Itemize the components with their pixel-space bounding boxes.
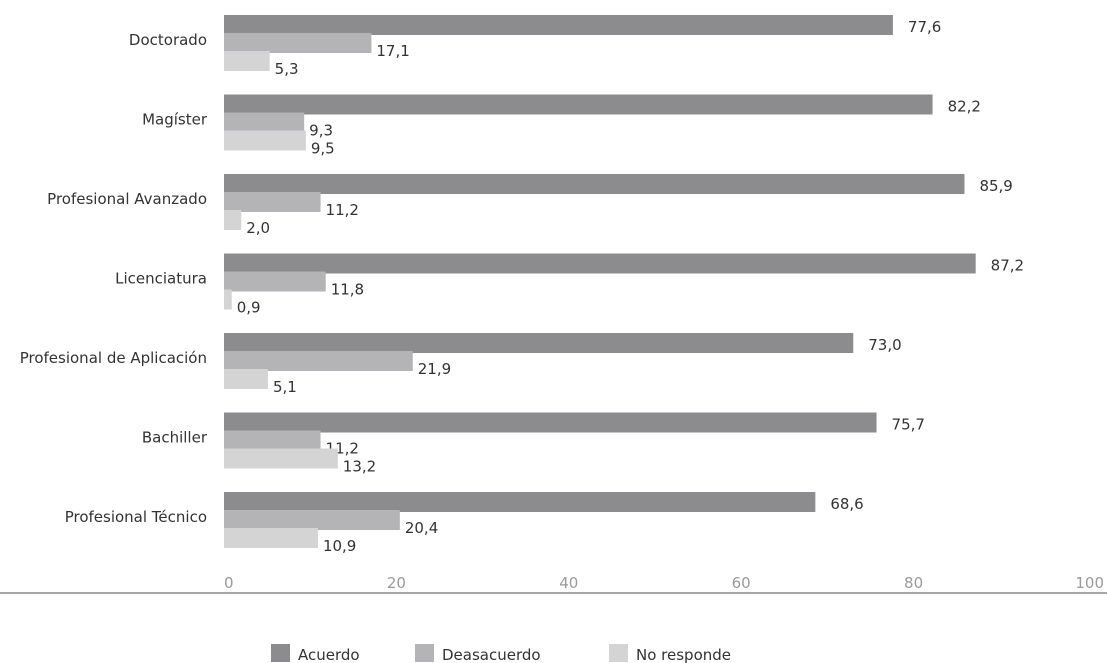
bar bbox=[224, 492, 816, 512]
category-label: Magíster bbox=[142, 111, 208, 129]
data-label: 9,5 bbox=[311, 140, 335, 158]
bar bbox=[224, 412, 877, 433]
data-label: 17,1 bbox=[376, 42, 409, 60]
category-label: Profesional Técnico bbox=[65, 508, 207, 526]
x-tick-label: 20 bbox=[387, 574, 406, 592]
category-label: Licenciatura bbox=[115, 270, 207, 288]
bar bbox=[224, 253, 976, 274]
data-label: 9,3 bbox=[309, 122, 333, 140]
legend-swatch bbox=[271, 644, 290, 662]
x-tick-label: 40 bbox=[559, 574, 578, 592]
data-label: 75,7 bbox=[892, 416, 925, 434]
bar bbox=[224, 448, 338, 469]
x-axis-ticks: 0 20 40 60 80 100 bbox=[224, 574, 1104, 592]
data-label: 85,9 bbox=[979, 177, 1012, 195]
data-label: 82,2 bbox=[948, 98, 981, 116]
x-tick-label: 100 bbox=[1075, 574, 1104, 592]
bar bbox=[224, 130, 306, 151]
data-label: 11,2 bbox=[326, 201, 359, 219]
bar bbox=[224, 510, 400, 530]
bar bbox=[224, 271, 326, 292]
bar bbox=[224, 430, 321, 451]
bar bbox=[224, 33, 372, 53]
data-label: 2,0 bbox=[246, 219, 270, 237]
legend-label: Deasacuerdo bbox=[442, 646, 541, 663]
bar bbox=[224, 528, 318, 548]
data-label: 0,9 bbox=[237, 299, 261, 317]
data-label: 13,2 bbox=[343, 458, 376, 476]
data-label: 11,8 bbox=[331, 281, 364, 299]
x-tick-label: 0 bbox=[224, 574, 234, 592]
bar bbox=[224, 192, 321, 212]
x-tick-label: 60 bbox=[732, 574, 751, 592]
bar bbox=[224, 289, 232, 310]
bars-group: Doctorado 77,6 17,1 5,3 Magíster 82,2 9,39,5 Pr… bbox=[20, 15, 1024, 555]
data-label: 20,4 bbox=[405, 519, 438, 537]
category-label: Profesional de Aplicación bbox=[20, 349, 207, 367]
bar bbox=[224, 333, 854, 353]
bar bbox=[224, 15, 893, 35]
data-label: 10,9 bbox=[323, 537, 356, 555]
data-label: 21,9 bbox=[418, 360, 451, 378]
bar bbox=[224, 174, 965, 194]
data-label: 87,2 bbox=[991, 257, 1024, 275]
bar bbox=[224, 94, 933, 115]
bar bbox=[224, 210, 242, 230]
category-label: Doctorado bbox=[129, 31, 207, 49]
legend-label: No responde bbox=[636, 646, 731, 663]
legend-label: Acuerdo bbox=[298, 646, 360, 663]
bar bbox=[224, 369, 268, 389]
legend-swatch bbox=[415, 644, 434, 662]
bar bbox=[224, 112, 305, 133]
legend-swatch bbox=[609, 644, 628, 662]
bar bbox=[224, 351, 413, 371]
data-label: 73,0 bbox=[868, 336, 901, 354]
bar bbox=[224, 51, 270, 71]
category-label: Profesional Avanzado bbox=[47, 190, 207, 208]
data-label: 68,6 bbox=[830, 495, 863, 513]
data-label: 5,1 bbox=[273, 378, 297, 396]
category-label: Bachiller bbox=[142, 429, 208, 447]
data-label: 5,3 bbox=[275, 60, 299, 78]
x-tick-label: 80 bbox=[904, 574, 923, 592]
legend: Acuerdo Deasacuerdo No responde bbox=[271, 644, 731, 663]
data-label: 77,6 bbox=[908, 18, 941, 36]
